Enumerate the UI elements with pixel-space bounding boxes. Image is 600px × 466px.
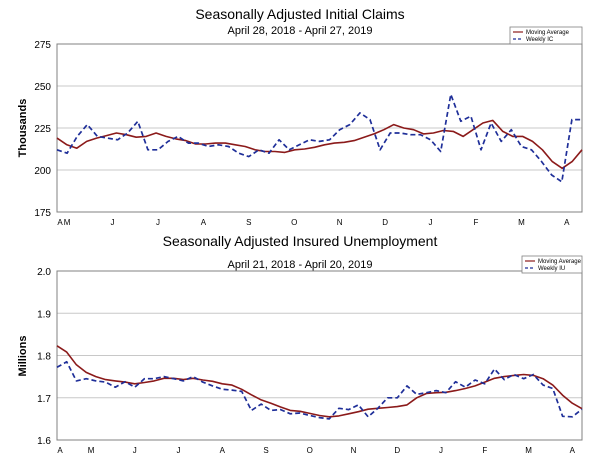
chart1-xtick-label: F [474, 218, 479, 227]
chart2-xtick-label: O [307, 446, 313, 455]
chart1-plot-frame [56, 43, 583, 213]
chart2-xtick-label: J [439, 446, 443, 455]
chart1-xtick-label: A [564, 218, 570, 227]
chart1-xtick-label: J [429, 218, 433, 227]
chart2-xtick-label: J [133, 446, 137, 455]
chart2-xtick-label: M [525, 446, 532, 455]
chart2-xtick-label: A [570, 446, 576, 455]
chart2-legend-label: Moving Average [538, 259, 582, 265]
chart1-series-moving-average [56, 119, 583, 170]
chart1-legend-label: Weekly IC [526, 37, 554, 43]
chart1-ytick-label: 250 [34, 82, 51, 93]
chart1-xtick-label: S [246, 218, 251, 227]
chart2-xtick-label: F [482, 446, 487, 455]
chart1-ytick-label: 200 [34, 166, 51, 177]
chart2-xtick-label: A [57, 446, 63, 455]
chart1-xtick-label: N [337, 218, 343, 227]
chart2-subtitle: April 21, 2018 - April 20, 2019 [228, 259, 373, 271]
chart1-ylabel: Thousands [17, 99, 29, 158]
chart1-ytick-label: 275 [34, 40, 51, 51]
chart1-title: Seasonally Adjusted Initial Claims [195, 6, 404, 22]
chart1-xtick-label: J [111, 218, 115, 227]
chart2-xtick-label: D [394, 446, 400, 455]
chart2-xtick-label: M [88, 446, 95, 455]
chart2-plot: 2.0 1.9 1.8 1.7 1.6 A M J J A S O N D J F M A Moving Avera… [37, 255, 583, 455]
chart2-ytick-label: 1.6 [37, 436, 51, 447]
chart2-ylabel: Millions [17, 336, 29, 377]
chart2-xtick-label: J [177, 446, 181, 455]
chart2-xtick-label: N [351, 446, 357, 455]
chart1-xtick-label: M [518, 218, 525, 227]
chart1-xtick-label: A [57, 218, 63, 227]
chart1-xtick-label: A [201, 218, 207, 227]
chart2-ytick-label: 1.7 [37, 394, 51, 405]
chart1-series-weekly-ic [56, 93, 582, 183]
chart2-title: Seasonally Adjusted Insured Unemployment [163, 233, 438, 249]
chart2-series-weekly-iu [56, 360, 583, 420]
chart2-legend-box [521, 255, 583, 274]
chart1-xtick-label: O [291, 218, 297, 227]
chart1-xtick-label: J [156, 218, 160, 227]
chart1-xtick-label: D [382, 218, 388, 227]
chart1-legend-box [509, 26, 583, 45]
chart2-ytick-label: 1.8 [37, 352, 51, 363]
chart2-plot-frame [56, 270, 583, 441]
chart2-xtick-label: A [220, 446, 226, 455]
chart1-subtitle: April 28, 2018 - April 27, 2019 [228, 25, 373, 37]
chart1-ytick-label: 225 [34, 124, 51, 135]
chart2-legend-label: Weekly IU [538, 266, 565, 272]
chart1-legend-label: Moving Average [526, 30, 570, 36]
chart2-ytick-label: 1.9 [37, 309, 51, 320]
chart1-xtick-label: M [64, 218, 71, 227]
chart2-ytick-label: 2.0 [37, 267, 51, 278]
chart2-xtick-label: S [263, 446, 268, 455]
chart1-ytick-label: 175 [34, 208, 51, 219]
chart2-series-moving-average [56, 345, 583, 418]
